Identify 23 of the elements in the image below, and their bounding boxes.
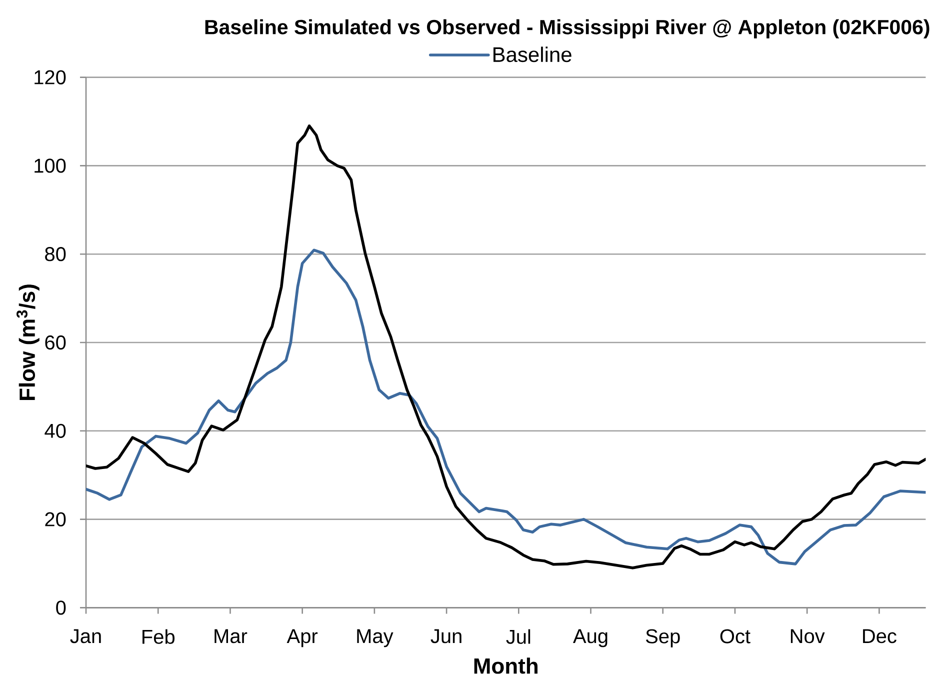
x-tick-label: May [357,629,394,648]
x-tick-label: Sep [646,629,680,648]
y-tick-label: 0 [56,600,66,615]
legend-label: Baseline [494,46,572,62]
x-axis-title: Month [474,658,538,674]
x-tick-label: Feb [142,629,175,644]
y-tick-label: 60 [45,335,66,350]
chart-title: Baseline Simulated vs Observed - Mississippi River @ Appleton (02KF006) [205,19,930,38]
x-tick-label: Apr [286,629,318,648]
x-tick-label: Jan [70,629,101,644]
x-tick-label: Oct [720,629,750,644]
x-tick-label: Mar [214,629,248,644]
y-axis-title: Flow (m$^{3}$/s) [16,284,40,400]
x-tick-label: Nov [790,629,825,644]
x-tick-label: Aug [572,629,608,648]
y-tick-label: 100 [34,158,66,173]
y-tick-label: 40 [44,424,66,438]
y-tick-label: 120 [34,70,66,84]
x-tick-label: Jul [506,629,530,644]
x-tick-label: Dec [863,629,896,644]
y-tick-label: 80 [45,247,66,262]
y-tick-label: 20 [45,512,66,526]
x-tick-label: Jun [430,629,462,644]
